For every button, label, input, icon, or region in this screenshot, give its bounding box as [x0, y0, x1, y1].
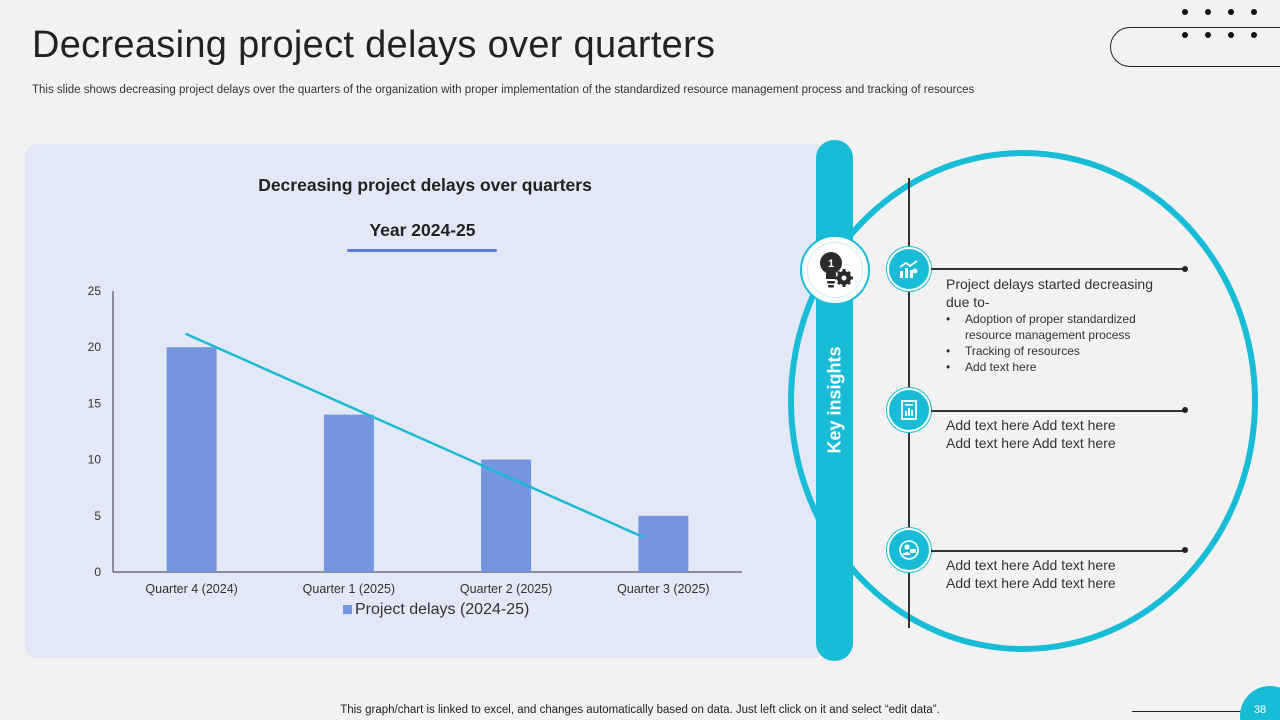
legend-swatch	[343, 605, 352, 614]
insight-2-line	[931, 410, 1185, 412]
bar	[323, 414, 374, 572]
insight-1-line	[931, 268, 1185, 270]
decorative-dots	[1180, 6, 1260, 46]
insight-1-heading: Project delays started decreasing due to…	[946, 276, 1153, 310]
trendline	[185, 332, 644, 539]
insight-1-bullet: Adoption of proper standardized resource…	[946, 311, 1171, 343]
y-tick-label: 10	[88, 453, 102, 467]
insight-2-text: Add text here Add text here Add text her…	[946, 416, 1171, 452]
report-icon	[887, 388, 931, 432]
insight-1-bullet: Tracking of resources	[946, 343, 1171, 359]
chart-title: Decreasing project delays over quarters	[258, 175, 592, 195]
key-insights-label: Key insights	[824, 346, 845, 454]
insight-3-line	[931, 550, 1185, 552]
insight-1-text: Project delays started decreasing due to…	[946, 275, 1171, 375]
growth-chart-icon	[887, 247, 931, 291]
bar	[638, 515, 689, 572]
y-tick-label: 20	[88, 340, 102, 354]
insight-3-dot	[1182, 547, 1188, 553]
x-tick-label: Quarter 1 (2025)	[303, 582, 395, 596]
key-insights-bar	[816, 140, 853, 661]
insight-1-dot	[1182, 266, 1188, 272]
y-tick-label: 25	[88, 284, 102, 298]
insights-ring	[788, 150, 1258, 652]
bulb-gear-icon: 1	[820, 252, 853, 288]
bar-chart[interactable]: 0 5 10 15 20 25 Quarter 4 (2024) Quarter 1 (202…	[25, 144, 825, 658]
insight-3-text: Add text here Add text here Add text her…	[946, 556, 1171, 592]
chart-panel: Decreasing project delays over quarters …	[25, 144, 825, 658]
footer-note: This graph/chart is linked to excel, and…	[340, 704, 940, 716]
bulb-gear-icon-holder: 1	[800, 235, 870, 305]
page-number-badge: 38	[1240, 686, 1280, 720]
insight-3-line1: Add text here Add text here	[946, 557, 1116, 573]
page-subtitle: This slide shows decreasing project dela…	[32, 84, 975, 96]
x-tick-label: Quarter 2 (2025)	[460, 582, 552, 596]
x-tick-label: Quarter 3 (2025)	[617, 582, 709, 596]
insight-1-bullet: Add text here	[946, 359, 1171, 375]
chart-subtitle: Year 2024-25	[369, 220, 476, 240]
insight-2-line1: Add text here Add text here	[946, 417, 1116, 433]
insight-2-dot	[1182, 407, 1188, 413]
insight-2-line2: Add text here Add text here	[946, 435, 1116, 451]
decorative-pill	[1110, 27, 1280, 67]
page-title: Decreasing project delays over quarters	[32, 24, 716, 66]
y-tick-label: 15	[88, 396, 102, 410]
insight-1-bullets: Adoption of proper standardized resource…	[946, 311, 1171, 375]
y-tick-label: 0	[94, 565, 101, 579]
x-tick-label: Quarter 4 (2024)	[145, 582, 237, 596]
svg-text:1: 1	[828, 258, 834, 270]
bar	[481, 459, 532, 572]
y-tick-label: 5	[94, 509, 101, 523]
footer-line	[1132, 711, 1242, 712]
insight-3-line2: Add text here Add text here	[946, 575, 1116, 591]
bar	[166, 347, 217, 572]
user-presentation-icon	[887, 528, 931, 572]
page-number: 38	[1254, 704, 1267, 716]
legend-label: Project delays (2024-25)	[355, 601, 529, 618]
chart-subtitle-underline	[347, 249, 497, 252]
